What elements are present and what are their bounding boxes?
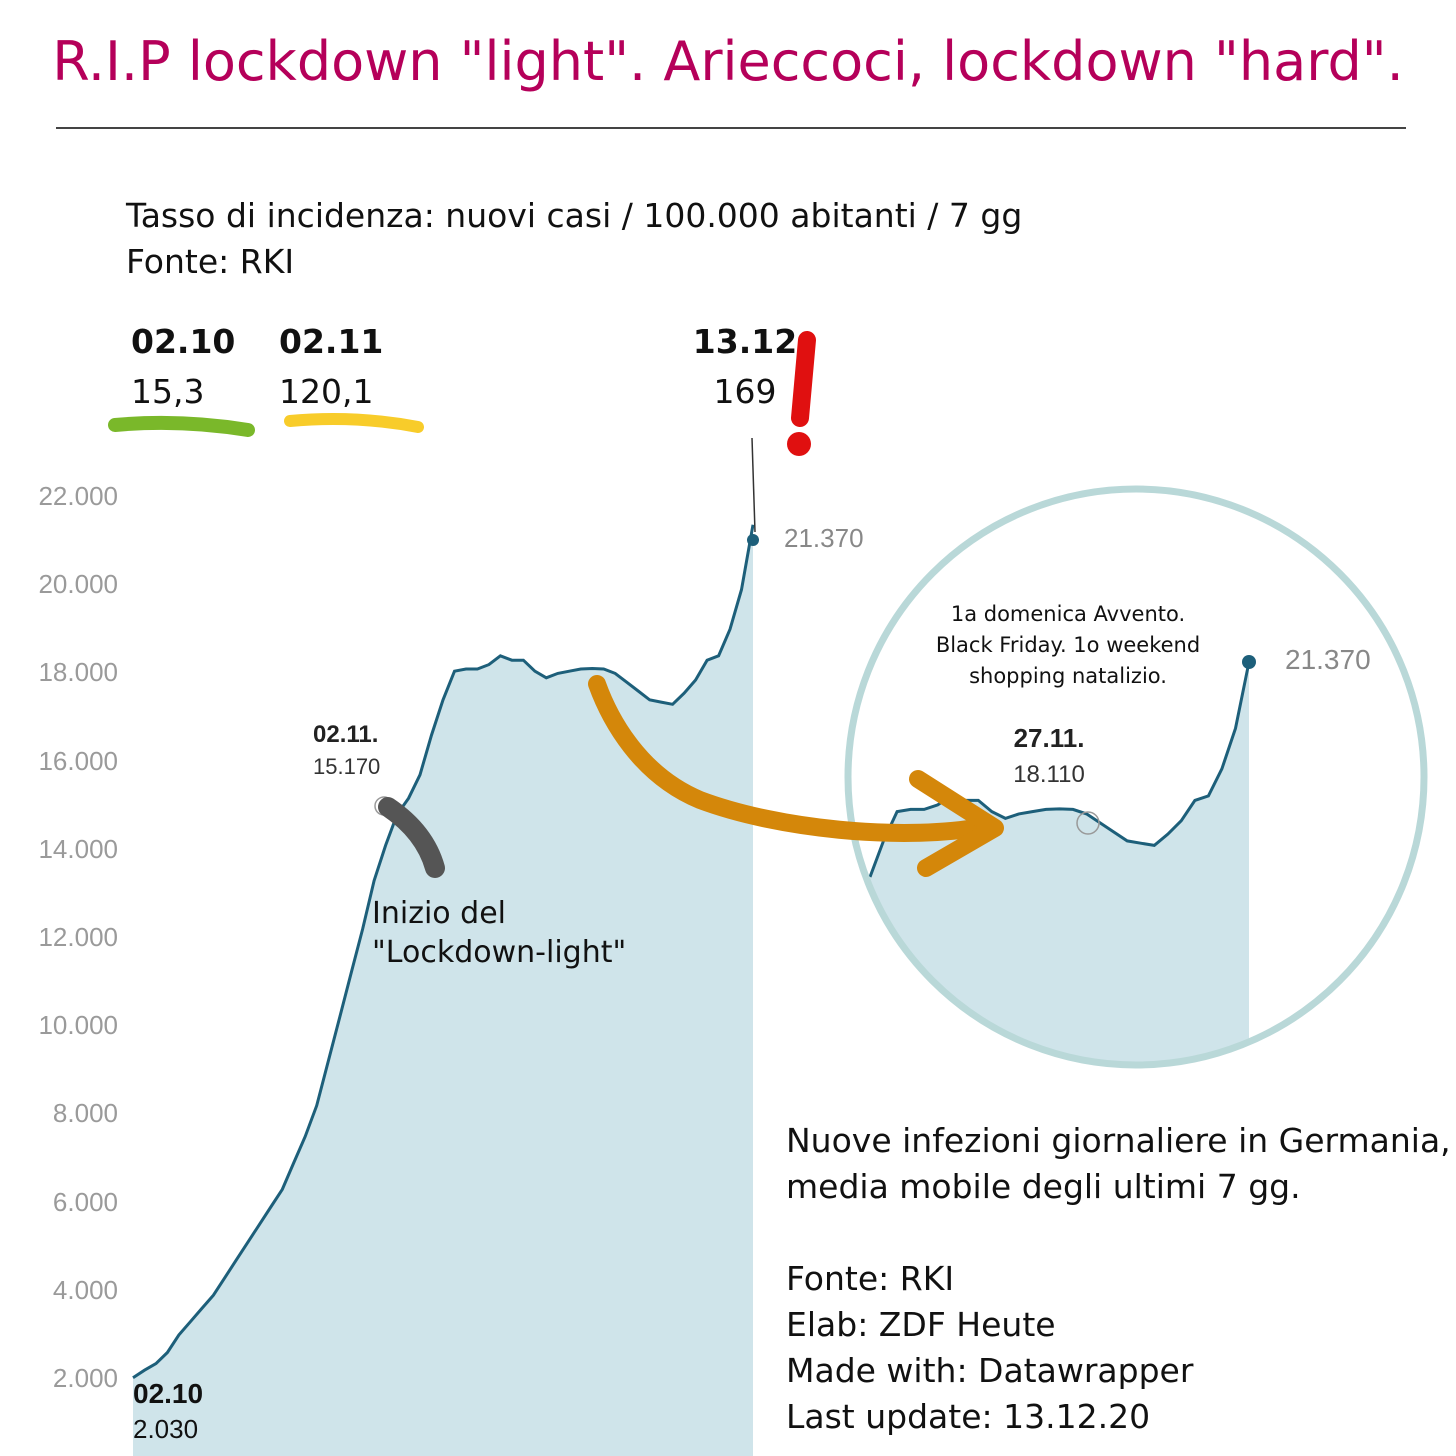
red-exclamation-mark <box>791 331 816 427</box>
start-value-label: 2.030 <box>133 1414 199 1444</box>
zoom-value-label: 18.110 <box>1013 761 1085 788</box>
incidence-highlight-1: 02.10 15,3 <box>131 322 235 411</box>
lockdown-text: Inizio del <box>372 896 506 931</box>
incidence-value: 120,1 <box>279 372 374 411</box>
zoom-inset <box>868 661 1251 1065</box>
subtitle-source: Fonte: RKI <box>126 242 295 281</box>
zoom-note: Black Friday. 1o weekend <box>936 633 1200 657</box>
note-line: Fonte: RKI <box>786 1259 955 1298</box>
green-marker-stroke <box>108 415 255 437</box>
start-label: 02.10 2.030 <box>133 1378 203 1445</box>
source-note: Nuove infezioni giornaliere in Germania,… <box>786 1118 1451 1440</box>
yellow-marker-stroke <box>284 413 424 433</box>
zoom-point-marker <box>1076 811 1100 835</box>
lockdown-value-label: 15.170 <box>313 754 380 779</box>
chart-subtitle: Tasso di incidenza: nuovi casi / 100.000… <box>126 193 1022 285</box>
lockdown-text: "Lockdown-light" <box>372 935 626 970</box>
gray-marker-stroke <box>378 797 445 878</box>
zoom-date-label: 27.11. <box>1014 723 1085 753</box>
note-line: media mobile degli ultimi 7 gg. <box>786 1167 1301 1206</box>
start-date-label: 02.10 <box>133 1378 204 1409</box>
end-value-leader <box>751 437 756 533</box>
red-exclamation-dot <box>787 432 811 456</box>
zoom-end-value: 21.370 <box>1285 644 1371 675</box>
incidence-highlight-3: 13.12 169 <box>690 322 800 411</box>
incidence-date: 02.10 <box>131 322 236 361</box>
y-tick-label: 18.000 <box>38 657 118 688</box>
end-point-marker <box>747 534 759 546</box>
end-value-label: 21.370 <box>784 523 864 553</box>
orange-arrow-shaft <box>588 675 984 842</box>
incidence-value: 15,3 <box>131 372 205 411</box>
y-tick-label: 20.000 <box>38 569 118 600</box>
y-tick-label: 8.000 <box>52 1098 118 1129</box>
title-divider <box>56 127 1406 129</box>
y-tick-label: 4.000 <box>52 1274 118 1305</box>
zoom-note: shopping natalizio. <box>969 664 1167 688</box>
y-tick-label: 14.000 <box>38 833 118 864</box>
orange-arrow-head <box>909 770 1004 877</box>
area-fill <box>133 524 753 1456</box>
note-line: Elab: ZDF Heute <box>786 1305 1056 1344</box>
page-title: R.I.P lockdown "light". Arieccoci, lockd… <box>52 30 1404 93</box>
note-spacer <box>786 1210 1451 1256</box>
y-tick-label: 22.000 <box>38 481 118 511</box>
y-tick-label: 10.000 <box>38 1010 118 1041</box>
y-tick-label: 12.000 <box>38 922 118 952</box>
y-tick-label: 16.000 <box>38 745 118 776</box>
y-tick-label: 6.000 <box>52 1186 118 1217</box>
incidence-date: 13.12 <box>692 322 798 361</box>
incidence-date: 02.11 <box>279 322 384 361</box>
incidence-highlight-2: 02.11 120,1 <box>279 322 383 411</box>
lockdown-date-label: 02.11. <box>313 721 378 748</box>
zoom-area-fill <box>870 662 1249 1065</box>
note-line: Last update: 13.12.20 <box>786 1397 1151 1436</box>
zoom-end-point <box>1242 655 1256 669</box>
subtitle-line: Tasso di incidenza: nuovi casi / 100.000… <box>126 196 1023 235</box>
note-line: Nuove infezioni giornaliere in Germania, <box>786 1121 1451 1160</box>
zoom-note: 1a domenica Avvento. <box>951 602 1185 626</box>
incidence-value: 169 <box>713 372 777 411</box>
zoom-series-line <box>868 661 1251 878</box>
note-line: Made with: Datawrapper <box>786 1351 1194 1390</box>
y-tick-label: 2.000 <box>52 1363 118 1393</box>
zoom-circle-border <box>844 485 1428 1069</box>
series-line <box>132 524 755 1379</box>
